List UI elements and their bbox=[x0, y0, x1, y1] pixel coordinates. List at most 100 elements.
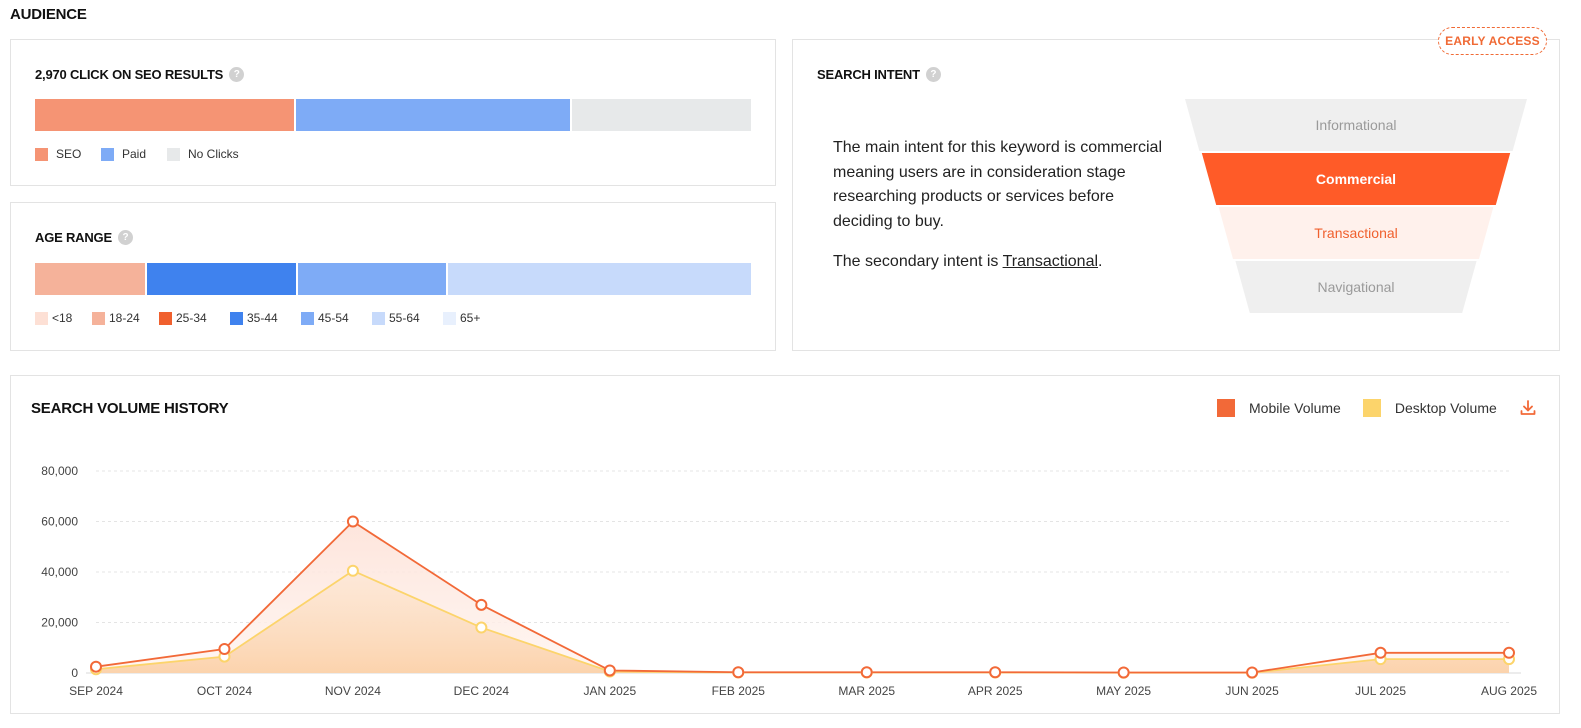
age-swatch bbox=[301, 311, 314, 325]
legend-no-clicks: No Clicks bbox=[167, 147, 239, 161]
legend-label: Mobile Volume bbox=[1249, 400, 1341, 416]
y-tick-label: 40,000 bbox=[41, 565, 78, 579]
mobile-line bbox=[95, 520, 1509, 674]
age-swatch bbox=[372, 311, 385, 325]
x-tick-label: APR 2025 bbox=[968, 684, 1023, 698]
mobile-point[interactable] bbox=[732, 666, 745, 679]
x-tick-label: AUG 2025 bbox=[1481, 684, 1537, 698]
clicks-bar bbox=[35, 99, 751, 131]
x-tick-label: MAR 2025 bbox=[838, 684, 895, 698]
bar-segment-seo[interactable] bbox=[35, 99, 297, 131]
age-swatch bbox=[92, 311, 105, 325]
intent-card: SEARCH INTENT ? The main intent for this… bbox=[792, 39, 1560, 351]
legend-age-2: 25-34 bbox=[159, 311, 230, 325]
help-icon[interactable]: ? bbox=[925, 67, 941, 82]
mobile-point[interactable] bbox=[1117, 666, 1130, 679]
x-tick-label: OCT 2024 bbox=[197, 684, 252, 698]
mobile-point[interactable] bbox=[475, 598, 488, 611]
mobile-point[interactable] bbox=[989, 666, 1002, 679]
funnel-label: Navigational bbox=[1317, 279, 1394, 295]
legend-label: 55-64 bbox=[389, 311, 420, 325]
intent-funnel: Informational Commercial Transactional Navi… bbox=[1185, 99, 1527, 313]
mobile-point[interactable] bbox=[1374, 646, 1387, 659]
legend-desktop-volume[interactable]: Desktop Volume bbox=[1362, 399, 1497, 417]
mobile-point[interactable] bbox=[346, 515, 359, 528]
bar-segment-paid[interactable] bbox=[296, 99, 572, 131]
x-tick-label: JUN 2025 bbox=[1225, 684, 1279, 698]
mobile-point[interactable] bbox=[1503, 646, 1515, 659]
legend-paid: Paid bbox=[101, 147, 167, 161]
desktop-swatch bbox=[1362, 399, 1381, 417]
no-clicks-swatch bbox=[167, 147, 180, 161]
bar-segment-18-24[interactable] bbox=[35, 263, 148, 295]
desktop-area bbox=[96, 570, 1509, 673]
age-swatch bbox=[35, 311, 48, 325]
funnel-step-transactional[interactable]: Transactional bbox=[1218, 207, 1494, 259]
legend-age-5: 55-64 bbox=[372, 311, 443, 325]
age-title: AGE RANGE bbox=[35, 230, 112, 245]
legend-age-4: 45-54 bbox=[301, 311, 372, 325]
secondary-intent-link[interactable]: Transactional bbox=[1002, 253, 1099, 270]
legend-label: 65+ bbox=[460, 311, 481, 325]
bar-segment-55-64[interactable] bbox=[448, 263, 751, 295]
mobile-point[interactable] bbox=[860, 666, 873, 679]
clicks-card: 2,970 CLICK ON SEO RESULTS ? SEO Paid No… bbox=[10, 39, 776, 186]
help-icon[interactable]: ? bbox=[117, 230, 133, 245]
intent-secondary-text: The secondary intent is Transactional. bbox=[833, 250, 1163, 275]
secondary-suffix: . bbox=[1098, 253, 1103, 270]
age-card: AGE RANGE ? <18 18-24 25-34 35-44 45-54 55-64… bbox=[10, 202, 776, 351]
early-access-badge[interactable]: EARLY ACCESS bbox=[1438, 27, 1547, 55]
age-swatch bbox=[443, 311, 456, 325]
x-tick-label: NOV 2024 bbox=[325, 684, 381, 698]
mobile-point[interactable] bbox=[603, 664, 616, 677]
x-tick-label: FEB 2025 bbox=[712, 684, 766, 698]
funnel-step-commercial[interactable]: Commercial bbox=[1201, 153, 1511, 205]
desktop-point[interactable] bbox=[346, 564, 359, 577]
mobile-point[interactable] bbox=[218, 643, 231, 656]
x-tick-label: JAN 2025 bbox=[583, 684, 636, 698]
bar-segment-35-44[interactable] bbox=[147, 263, 298, 295]
legend-mobile-volume[interactable]: Mobile Volume bbox=[1217, 399, 1341, 417]
x-tick-label: SEP 2024 bbox=[69, 684, 123, 698]
clicks-title: 2,970 CLICK ON SEO RESULTS bbox=[35, 67, 224, 82]
legend-age-6: 65+ bbox=[443, 311, 483, 325]
y-tick-label: 60,000 bbox=[41, 515, 78, 529]
age-swatch bbox=[230, 311, 243, 325]
legend-label: 35-44 bbox=[247, 311, 278, 325]
age-swatch bbox=[159, 311, 172, 325]
history-title: SEARCH VOLUME HISTORY bbox=[31, 400, 229, 417]
funnel-step-informational[interactable]: Informational bbox=[1185, 99, 1527, 151]
bar-segment-45-54[interactable] bbox=[297, 263, 449, 295]
legend-age-1: 18-24 bbox=[92, 311, 159, 325]
seo-swatch bbox=[35, 147, 48, 161]
legend-label: No Clicks bbox=[188, 147, 239, 161]
x-tick-label: MAY 2025 bbox=[1096, 684, 1151, 698]
funnel-label: Transactional bbox=[1314, 225, 1398, 241]
secondary-prefix: The secondary intent is bbox=[833, 253, 1003, 270]
mobile-point[interactable] bbox=[1246, 666, 1259, 679]
intent-title: SEARCH INTENT bbox=[817, 67, 920, 82]
history-legend: Mobile Volume Desktop Volume bbox=[1217, 399, 1537, 417]
y-tick-label: 20,000 bbox=[41, 616, 78, 630]
y-tick-label: 0 bbox=[71, 666, 78, 680]
legend-label: 18-24 bbox=[109, 311, 140, 325]
age-title-row: AGE RANGE ? bbox=[35, 230, 133, 245]
age-bar bbox=[35, 263, 751, 295]
y-tick-label: 80,000 bbox=[41, 464, 78, 478]
section-title: AUDIENCE bbox=[10, 6, 87, 23]
legend-age-3: 35-44 bbox=[230, 311, 301, 325]
x-tick-label: DEC 2024 bbox=[454, 684, 510, 698]
bar-segment-no-clicks[interactable] bbox=[571, 99, 751, 131]
volume-chart: 0 20,000 40,000 60,000 80,000 SEP 2024 OCT 202… bbox=[41, 464, 1537, 698]
desktop-point[interactable] bbox=[475, 621, 488, 634]
age-legend: <18 18-24 25-34 35-44 45-54 55-64 65+ bbox=[35, 311, 483, 325]
paid-swatch bbox=[101, 147, 114, 161]
intent-main-text: The main intent for this keyword is comm… bbox=[833, 139, 1162, 230]
x-tick-label: JUL 2025 bbox=[1355, 684, 1406, 698]
legend-label: Paid bbox=[122, 147, 147, 161]
funnel-step-navigational[interactable]: Navigational bbox=[1235, 261, 1477, 313]
help-icon[interactable]: ? bbox=[229, 67, 245, 82]
mobile-swatch bbox=[1217, 399, 1235, 417]
download-icon[interactable] bbox=[1519, 399, 1537, 417]
mobile-point[interactable] bbox=[90, 660, 102, 673]
